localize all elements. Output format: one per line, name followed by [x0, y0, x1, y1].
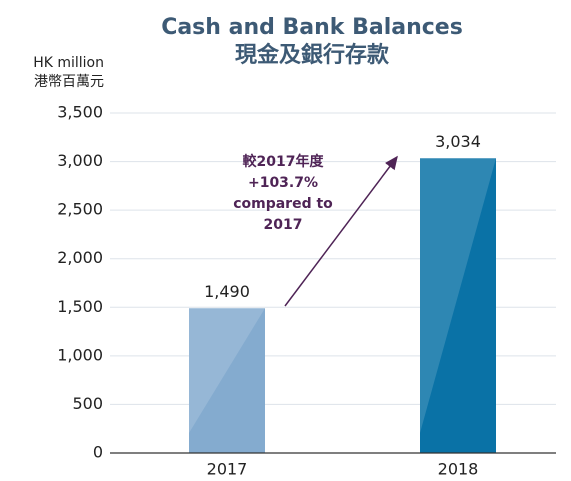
y-tick-label: 500	[72, 394, 103, 413]
x-tick-label: 2017	[207, 460, 248, 479]
y-tick-label: 3,500	[57, 103, 103, 122]
y-axis-label: 港幣百萬元	[34, 74, 104, 90]
value-label: 3,034	[435, 132, 481, 151]
y-axis-label: HK million	[33, 55, 104, 71]
y-tick-label: 1,500	[57, 297, 103, 316]
x-tick-label: 2018	[438, 460, 479, 479]
bar	[420, 158, 496, 454]
annotation: 2017	[264, 217, 303, 233]
annotation: +103.7%	[248, 175, 318, 191]
y-tick-label: 1,000	[57, 345, 103, 364]
annotation-arrow	[284, 155, 398, 307]
chart-title: Cash and Bank Balances	[161, 15, 463, 40]
annotation: compared to	[233, 196, 333, 212]
y-tick-label: 2,000	[57, 248, 103, 267]
y-tick-label: 3,000	[57, 151, 103, 170]
chart-subtitle: 現金及銀行存款	[235, 42, 390, 68]
bar	[189, 308, 265, 453]
bar-shine	[189, 308, 265, 433]
bar-shine	[420, 158, 496, 434]
y-tick-label: 2,500	[57, 200, 103, 219]
annotation: 較2017年度	[243, 153, 325, 170]
value-label: 1,490	[204, 282, 250, 301]
y-tick-label: 0	[93, 443, 103, 462]
